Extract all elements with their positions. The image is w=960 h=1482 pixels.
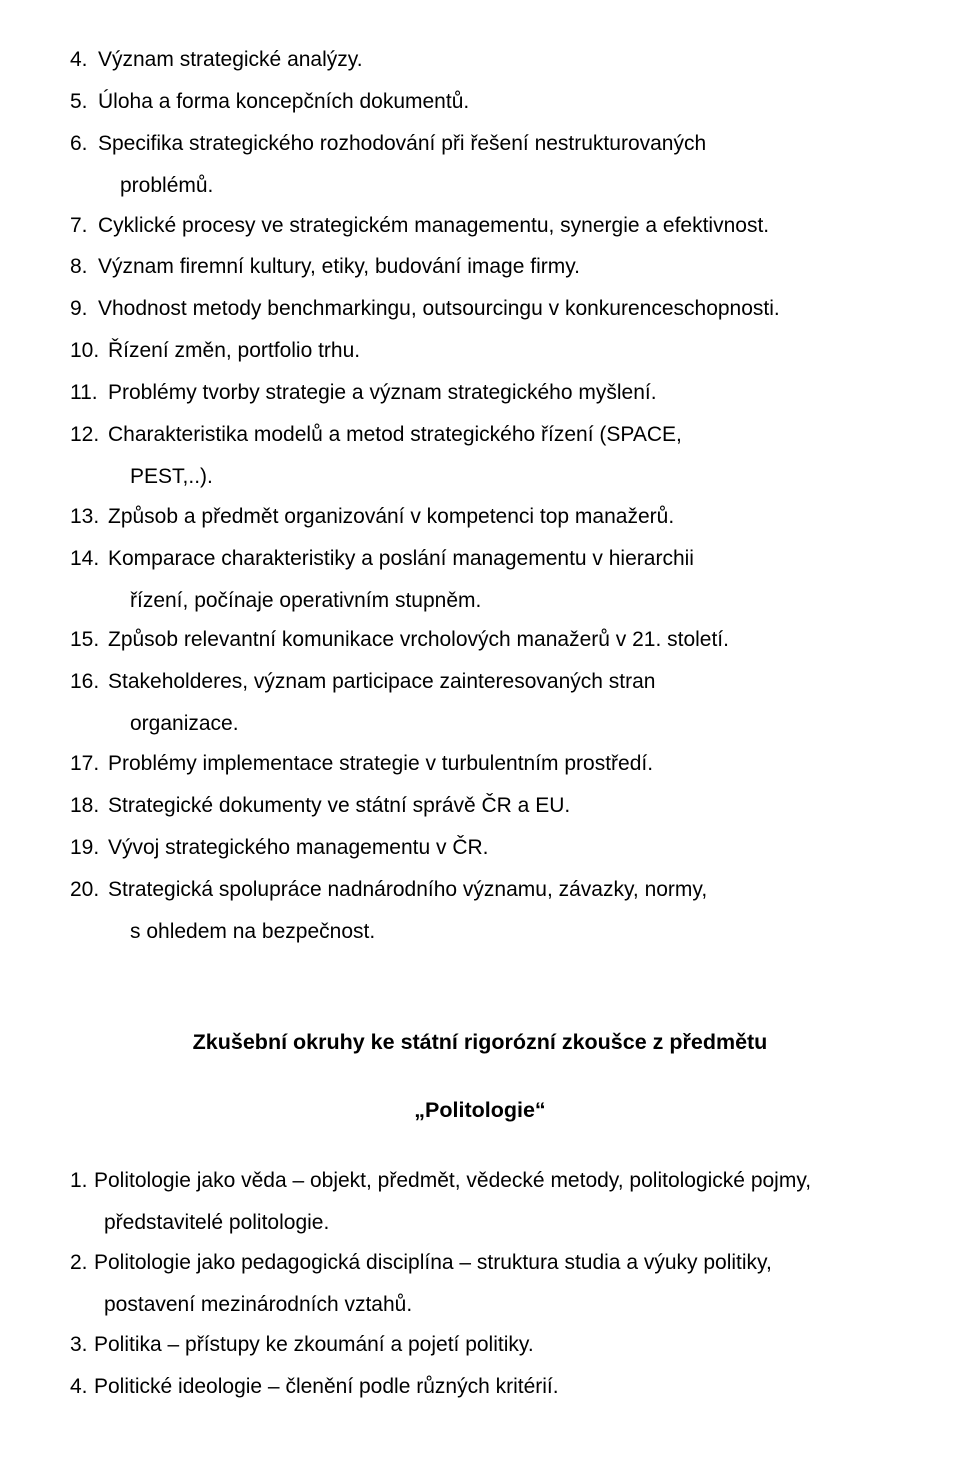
item-number: 8. [70, 247, 98, 287]
item-text: Stakeholderes, význam participace zainte… [108, 662, 890, 702]
item-number: 2. [70, 1243, 94, 1283]
list-item: 8. Význam firemní kultury, etiky, budová… [70, 247, 890, 287]
list-item: 6. Specifika strategického rozhodování p… [70, 124, 890, 164]
item-text: Způsob a předmět organizování v kompeten… [108, 497, 890, 537]
section-heading: Zkušební okruhy ke státní rigorózní zkou… [70, 1022, 890, 1063]
item-number: 1. [70, 1161, 94, 1201]
list-item: 4. Politické ideologie – členění podle r… [70, 1367, 890, 1407]
item-text: Význam strategické analýzy. [98, 40, 890, 80]
list-item: 5. Úloha a forma koncepčních dokumentů. [70, 82, 890, 122]
list-item: 12. Charakteristika modelů a metod strat… [70, 415, 890, 455]
list-item: 13. Způsob a předmět organizování v komp… [70, 497, 890, 537]
item-text: Cyklické procesy ve strategickém managem… [98, 206, 890, 246]
item-number: 16. [70, 662, 108, 702]
list-item: 15. Způsob relevantní komunikace vrcholo… [70, 620, 890, 660]
item-text: Charakteristika modelů a metod strategic… [108, 415, 890, 455]
item-number: 10. [70, 331, 108, 371]
list-item: 16. Stakeholderes, význam participace za… [70, 662, 890, 702]
section-subheading: „Politologie“ [70, 1090, 890, 1131]
item-number: 18. [70, 786, 108, 826]
section-2-list: 1. Politologie jako věda – objekt, předm… [70, 1161, 890, 1406]
list-item: 7. Cyklické procesy ve strategickém mana… [70, 206, 890, 246]
item-text: Specifika strategického rozhodování při … [98, 124, 890, 164]
list-item: 19. Vývoj strategického managementu v ČR… [70, 828, 890, 868]
item-number: 14. [70, 539, 108, 579]
list-item: 4. Význam strategické analýzy. [70, 40, 890, 80]
item-text: Problémy implementace strategie v turbul… [108, 744, 890, 784]
item-text: Politologie jako věda – objekt, předmět,… [94, 1161, 890, 1201]
item-text: Význam firemní kultury, etiky, budování … [98, 247, 890, 287]
list-item: 1. Politologie jako věda – objekt, předm… [70, 1161, 890, 1201]
item-text: Vhodnost metody benchmarkingu, outsourci… [98, 289, 890, 329]
list-item: 18. Strategické dokumenty ve státní sprá… [70, 786, 890, 826]
item-text: Strategické dokumenty ve státní správě Č… [108, 786, 890, 826]
list-item: 20. Strategická spolupráce nadnárodního … [70, 870, 890, 910]
item-text: Vývoj strategického managementu v ČR. [108, 828, 890, 868]
list-item: 17. Problémy implementace strategie v tu… [70, 744, 890, 784]
item-text: Úloha a forma koncepčních dokumentů. [98, 82, 890, 122]
item-number: 19. [70, 828, 108, 868]
item-number: 5. [70, 82, 98, 122]
item-text: Strategická spolupráce nadnárodního význ… [108, 870, 890, 910]
item-text: Řízení změn, portfolio trhu. [108, 331, 890, 371]
item-text: Komparace charakteristiky a poslání mana… [108, 539, 890, 579]
list-item: 3. Politika – přístupy ke zkoumání a poj… [70, 1325, 890, 1365]
item-number: 4. [70, 40, 98, 80]
item-continuation: organizace. [70, 704, 890, 744]
item-number: 7. [70, 206, 98, 246]
item-continuation: PEST,..). [70, 457, 890, 497]
item-number: 3. [70, 1325, 94, 1365]
item-number: 12. [70, 415, 108, 455]
item-continuation: postavení mezinárodních vztahů. [70, 1285, 890, 1325]
item-text: Politické ideologie – členění podle různ… [94, 1367, 890, 1407]
item-number: 9. [70, 289, 98, 329]
item-continuation: problémů. [70, 166, 890, 206]
item-number: 6. [70, 124, 98, 164]
item-number: 20. [70, 870, 108, 910]
item-continuation: řízení, počínaje operativním stupněm. [70, 581, 890, 621]
list-item: 2. Politologie jako pedagogická disciplí… [70, 1243, 890, 1283]
item-continuation: s ohledem na bezpečnost. [70, 912, 890, 952]
item-text: Způsob relevantní komunikace vrcholových… [108, 620, 890, 660]
item-number: 11. [70, 373, 108, 413]
item-number: 13. [70, 497, 108, 537]
item-text: Problémy tvorby strategie a význam strat… [108, 373, 890, 413]
document-body: 4. Význam strategické analýzy. 5. Úloha … [70, 40, 890, 1407]
item-number: 15. [70, 620, 108, 660]
list-item: 11. Problémy tvorby strategie a význam s… [70, 373, 890, 413]
list-item: 9. Vhodnost metody benchmarkingu, outsou… [70, 289, 890, 329]
list-item: 14. Komparace charakteristiky a poslání … [70, 539, 890, 579]
item-continuation: představitelé politologie. [70, 1203, 890, 1243]
item-number: 4. [70, 1367, 94, 1407]
item-number: 17. [70, 744, 108, 784]
list-item: 10. Řízení změn, portfolio trhu. [70, 331, 890, 371]
item-text: Politika – přístupy ke zkoumání a pojetí… [94, 1325, 890, 1365]
item-text: Politologie jako pedagogická disciplína … [94, 1243, 890, 1283]
section-1-list: 4. Význam strategické analýzy. 5. Úloha … [70, 40, 890, 952]
